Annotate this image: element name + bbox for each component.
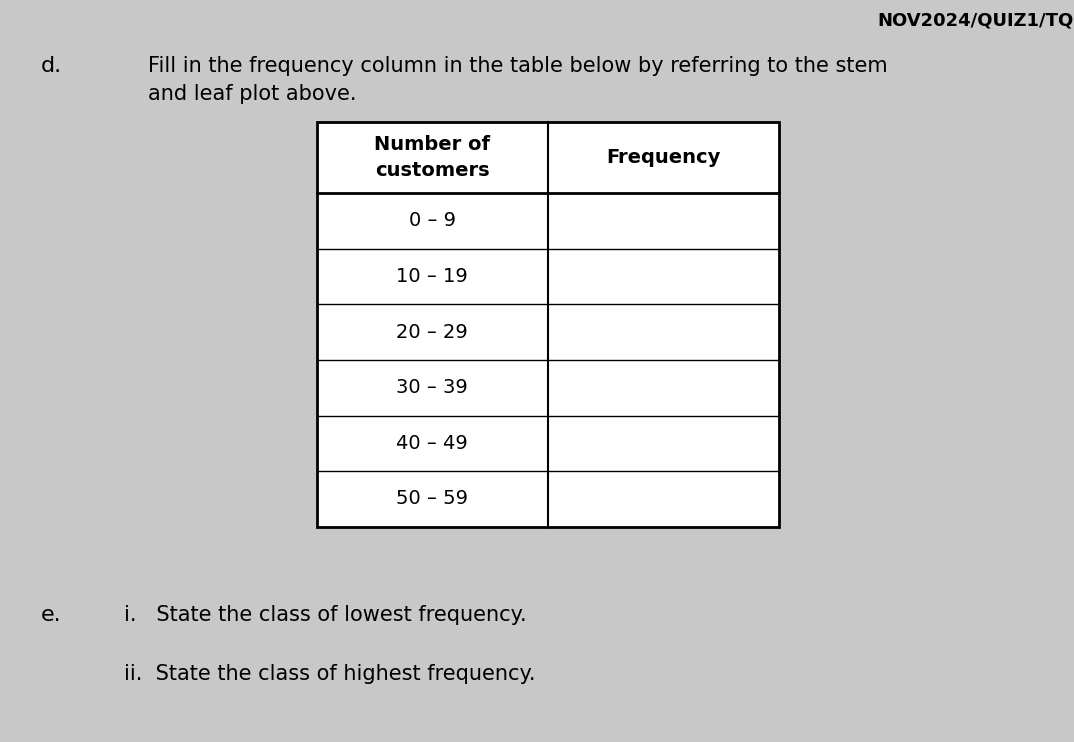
Text: 10 – 19: 10 – 19: [396, 267, 468, 286]
Text: NOV2024/QUIZ1/TQ: NOV2024/QUIZ1/TQ: [877, 11, 1074, 29]
Text: d.: d.: [41, 56, 62, 76]
Text: 30 – 39: 30 – 39: [396, 378, 468, 397]
Text: 20 – 29: 20 – 29: [396, 323, 468, 341]
Text: Number of
customers: Number of customers: [374, 135, 491, 180]
Text: i.   State the class of lowest frequency.: i. State the class of lowest frequency.: [124, 605, 526, 625]
Text: 40 – 49: 40 – 49: [396, 434, 468, 453]
Text: ii.  State the class of highest frequency.: ii. State the class of highest frequency…: [124, 664, 535, 684]
Text: 0 – 9: 0 – 9: [409, 211, 455, 230]
Text: Fill in the frequency column in the table below by referring to the stem
and lea: Fill in the frequency column in the tabl…: [148, 56, 888, 104]
Text: Frequency: Frequency: [606, 148, 721, 167]
Text: e.: e.: [41, 605, 61, 625]
Text: 50 – 59: 50 – 59: [396, 490, 468, 508]
